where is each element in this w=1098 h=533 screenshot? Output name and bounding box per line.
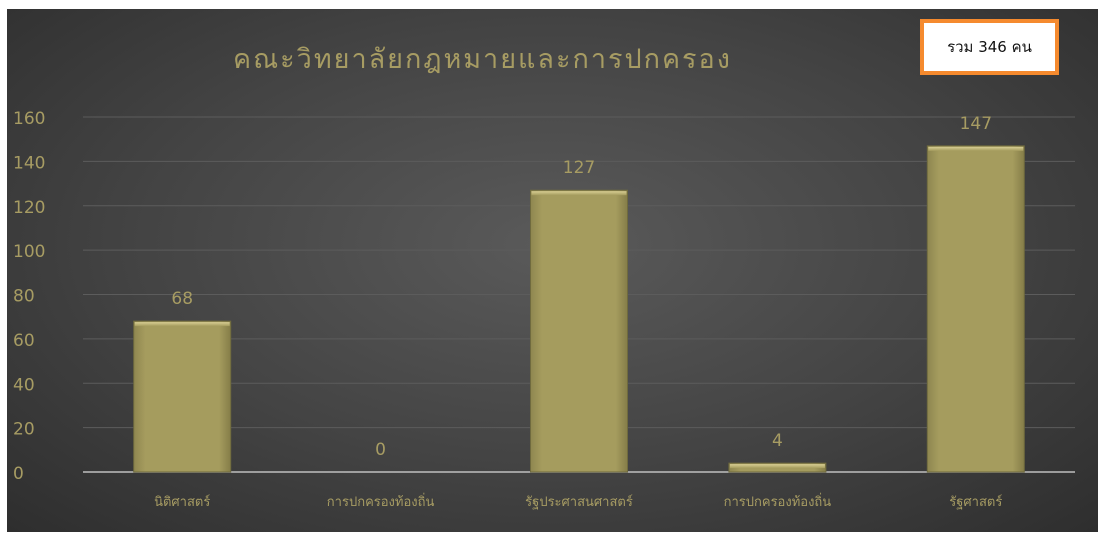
bar [530,189,628,473]
chart-title: คณะวิทยาลัยกฎหมายและการปกครอง [233,44,732,75]
category-label: การปกครองท้องถิ่น [724,493,832,510]
bar-chart: 0 20 40 60 80 100 120 140 160 68 นิติศาสตร์ 0 การปกค… [13,109,1075,510]
bar-highlight [928,146,1024,151]
y-tick-label: 0 [13,464,24,484]
bar [926,145,1025,473]
bar [133,320,232,473]
y-tick-label: 80 [13,287,35,307]
y-tick-label: 140 [13,153,45,173]
y-tick-label: 100 [13,242,45,262]
total-count-label: รวม 346 คน [947,38,1032,56]
bar-highlight [531,191,627,196]
category-label: รัฐประศาสนศาสตร์ [525,494,633,510]
category-label: รัฐศาสตร์ [949,494,1002,510]
bar-highlight [134,322,230,327]
data-label: 4 [772,431,783,451]
data-label: 127 [563,158,595,178]
y-tick-label: 120 [13,198,45,218]
y-tick-label: 60 [13,331,35,351]
bar-highlight [729,464,825,469]
data-label: 0 [375,440,386,460]
category-label: การปกครองท้องถิ่น [327,493,435,510]
y-tick-label: 160 [13,109,45,129]
y-tick-label: 40 [13,375,35,395]
total-count-badge: รวม 346 คน [920,19,1059,75]
data-label: 68 [171,289,193,309]
chart-area: 0 20 40 60 80 100 120 140 160 68 นิติศาสตร์ 0 การปกค… [7,9,1098,532]
category-label: นิติศาสตร์ [154,494,210,510]
y-tick-label: 20 [13,420,35,440]
data-label: 147 [960,114,992,134]
